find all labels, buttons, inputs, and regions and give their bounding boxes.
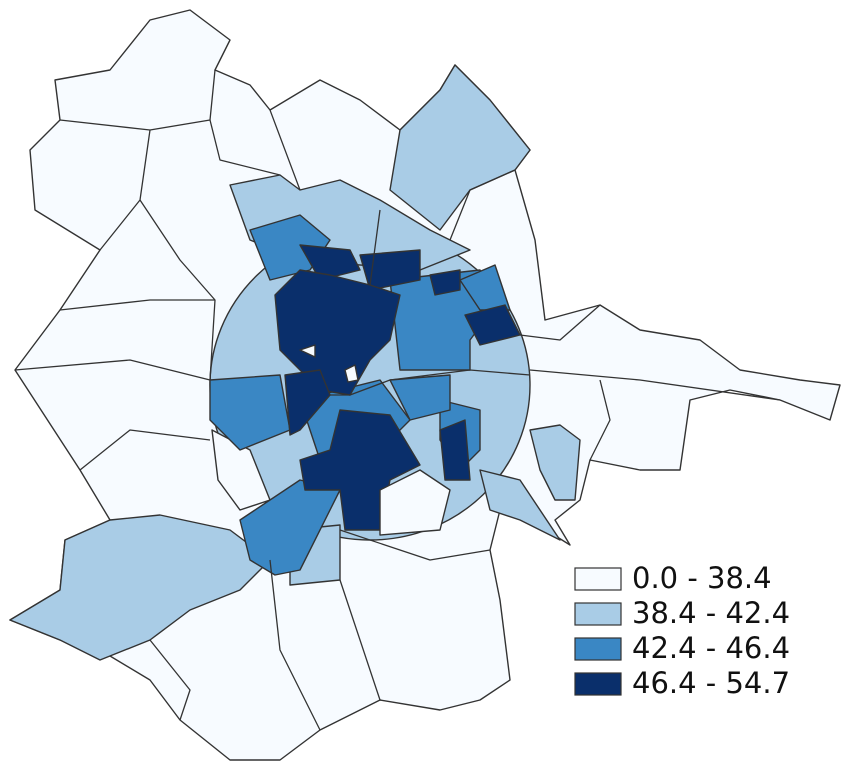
boundary <box>339 529 491 561</box>
boundary <box>269 559 321 731</box>
boundary <box>59 69 216 131</box>
legend-label: 38.4 - 42.4 <box>632 596 790 630</box>
legend-swatch <box>574 567 622 591</box>
district <box>389 64 531 231</box>
district <box>274 269 401 396</box>
legend-label: 0.0 - 38.4 <box>632 561 772 595</box>
legend-label: 42.4 - 46.4 <box>632 631 790 665</box>
boundary <box>529 369 781 401</box>
district <box>284 369 331 436</box>
district <box>429 269 461 296</box>
legend-swatch <box>574 602 622 626</box>
boundary <box>14 359 211 381</box>
legend: 0.0 - 38.438.4 - 42.442.4 - 46.446.4 - 5… <box>574 561 790 700</box>
district <box>479 469 561 541</box>
legend-swatch <box>574 637 622 661</box>
district <box>529 424 581 501</box>
boundary <box>59 299 215 311</box>
legend-label: 46.4 - 54.7 <box>632 666 790 700</box>
district <box>209 374 291 451</box>
legend-swatch <box>574 672 622 696</box>
boundary <box>589 379 611 461</box>
boundary <box>339 579 381 701</box>
boundary <box>449 169 516 241</box>
boundary <box>139 199 216 381</box>
district <box>359 249 421 291</box>
boundary <box>330 369 531 396</box>
district <box>379 469 451 536</box>
districts <box>9 9 841 761</box>
district <box>344 364 359 383</box>
district <box>239 479 341 576</box>
boundary <box>79 429 211 471</box>
boundaries <box>14 69 781 731</box>
boundary <box>269 109 301 191</box>
district <box>459 264 511 311</box>
boundary <box>209 119 281 176</box>
district <box>299 344 316 358</box>
district <box>439 419 471 481</box>
boundary <box>149 639 191 721</box>
boundary <box>519 304 601 341</box>
boundary <box>369 209 381 286</box>
district <box>299 244 361 281</box>
district <box>389 374 451 421</box>
district <box>299 409 421 531</box>
